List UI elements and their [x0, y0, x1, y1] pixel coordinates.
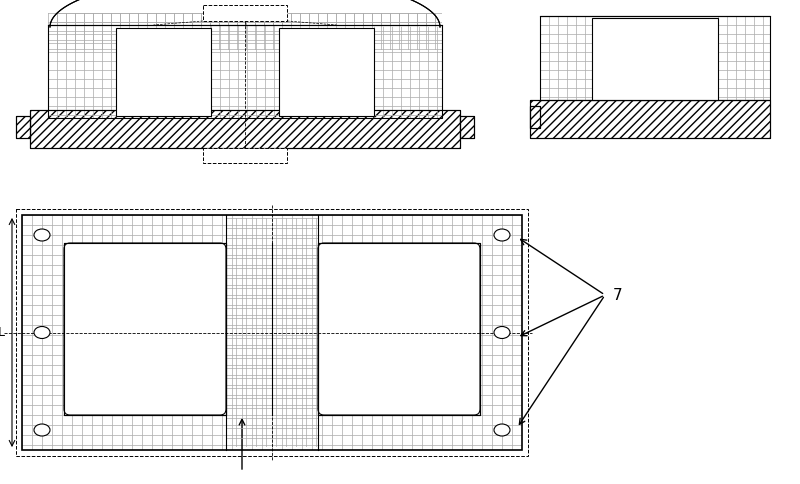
Ellipse shape: [494, 229, 510, 241]
Bar: [530, 106, 540, 128]
Bar: [530, 100, 770, 138]
Bar: [592, 18, 718, 100]
Bar: [530, 100, 770, 138]
Ellipse shape: [34, 229, 50, 241]
Bar: [30, 110, 460, 148]
FancyBboxPatch shape: [318, 243, 480, 415]
Ellipse shape: [34, 424, 50, 436]
Bar: [460, 116, 474, 138]
Bar: [64, 243, 226, 415]
Bar: [318, 243, 480, 415]
Bar: [540, 16, 770, 100]
Bar: [22, 215, 522, 450]
Bar: [530, 106, 540, 128]
FancyBboxPatch shape: [64, 243, 226, 415]
Bar: [116, 28, 211, 116]
PathPatch shape: [48, 0, 442, 27]
Bar: [16, 116, 30, 138]
Bar: [16, 116, 30, 138]
Bar: [48, 25, 442, 118]
Bar: [30, 110, 460, 148]
Bar: [460, 116, 474, 138]
Ellipse shape: [494, 327, 510, 338]
Text: L: L: [0, 326, 5, 339]
Bar: [16, 209, 528, 456]
PathPatch shape: [48, 0, 442, 27]
Bar: [64, 243, 226, 415]
Bar: [203, 5, 287, 21]
Ellipse shape: [34, 327, 50, 338]
Text: 7: 7: [613, 287, 622, 302]
Bar: [203, 148, 287, 163]
Ellipse shape: [494, 424, 510, 436]
PathPatch shape: [48, 0, 442, 27]
Bar: [279, 28, 374, 116]
Bar: [318, 243, 480, 415]
